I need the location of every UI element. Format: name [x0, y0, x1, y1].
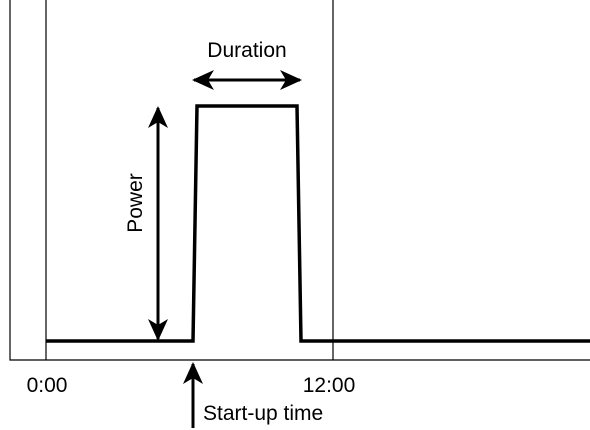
time-label-noon: 12:00	[303, 374, 356, 397]
startup-label: Start-up time	[203, 402, 323, 425]
time-label-start: 0:00	[27, 374, 68, 397]
frame	[9, 0, 590, 361]
power-label: Power	[124, 173, 147, 233]
power-profile	[46, 104, 590, 343]
duration-label: Duration	[207, 39, 286, 62]
